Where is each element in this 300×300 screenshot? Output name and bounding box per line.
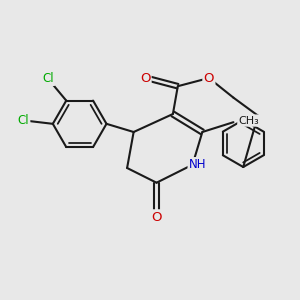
Text: O: O: [140, 71, 150, 85]
Text: O: O: [204, 71, 214, 85]
Text: Cl: Cl: [18, 114, 29, 127]
Text: O: O: [151, 211, 162, 224]
Text: NH: NH: [189, 158, 206, 171]
Text: CH₃: CH₃: [238, 116, 259, 126]
Text: Cl: Cl: [42, 72, 54, 85]
